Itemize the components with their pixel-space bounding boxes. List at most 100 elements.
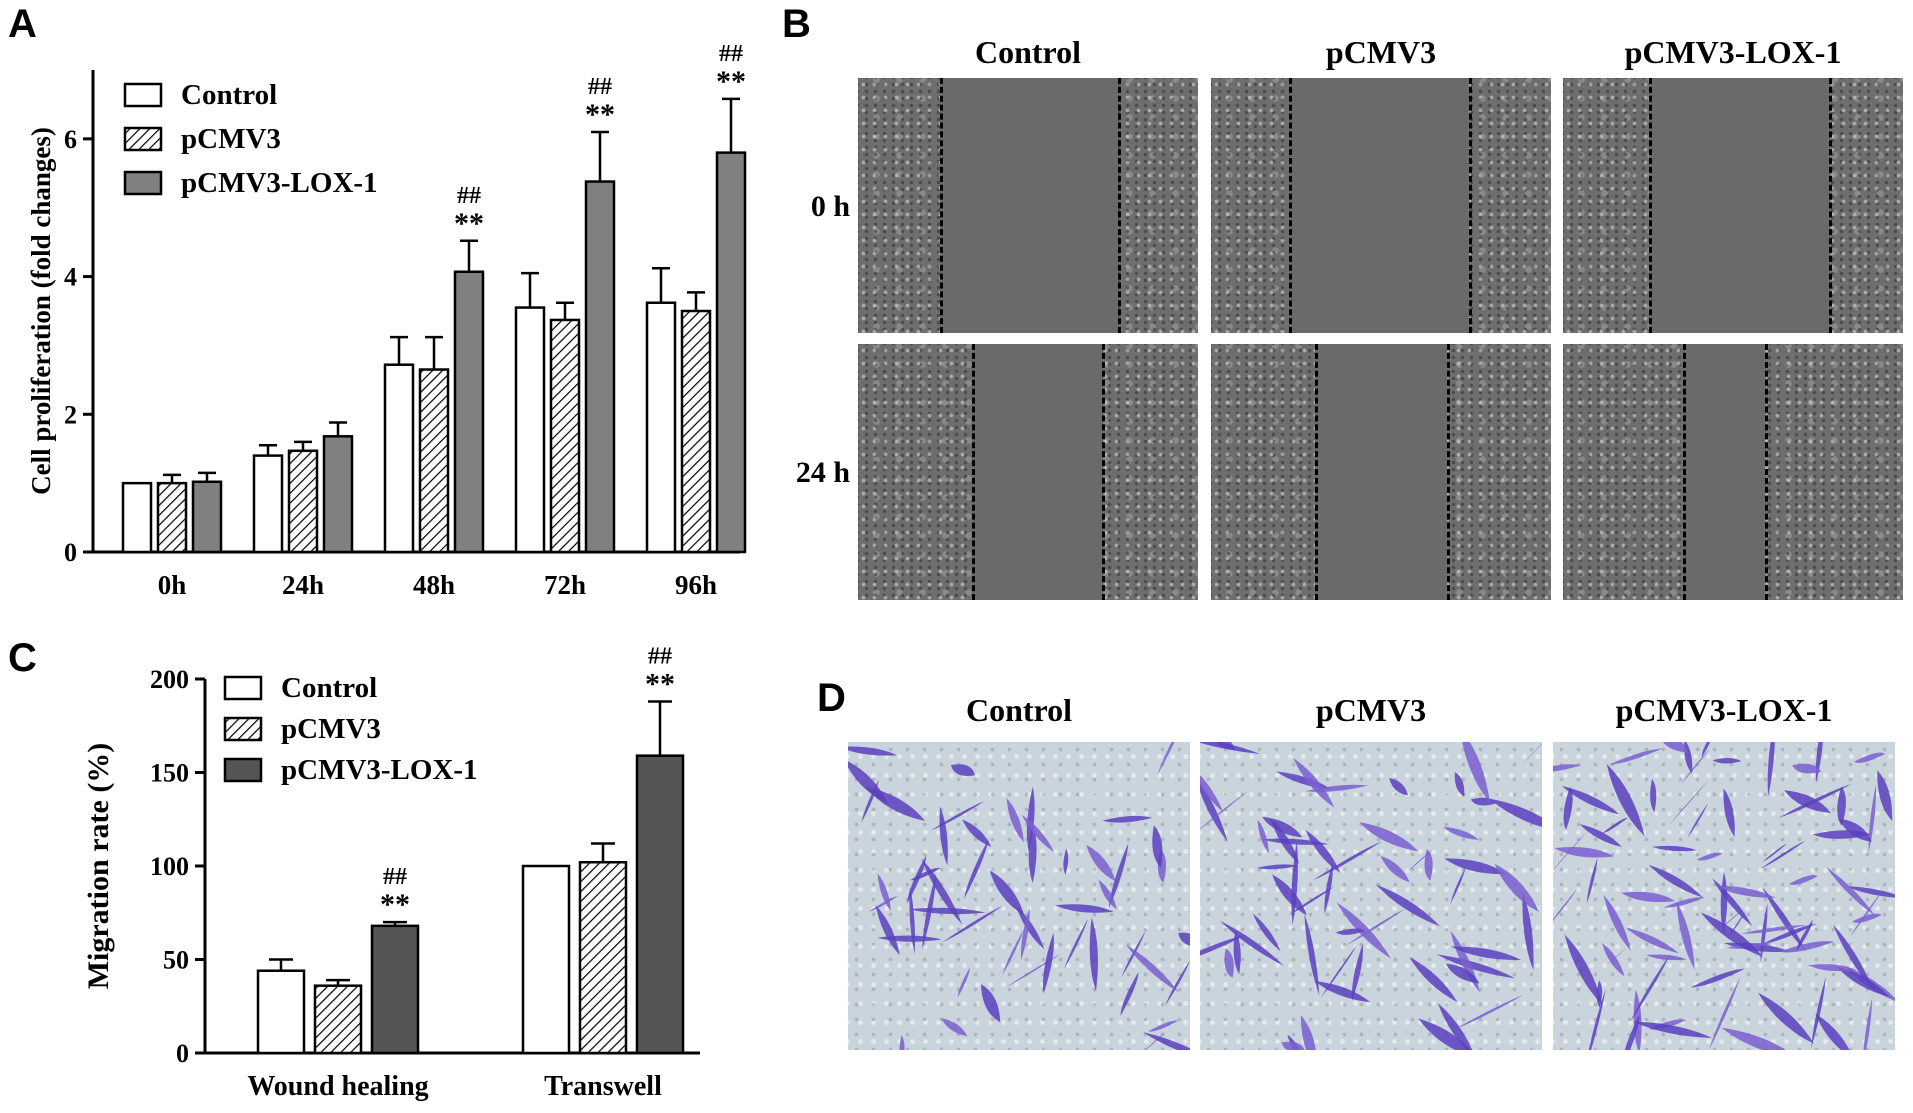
col-label-control: Control: [974, 34, 1082, 70]
stained-cell: [1086, 844, 1116, 882]
stained-cell: [1445, 963, 1480, 984]
x-tick-label: 96h: [675, 570, 717, 600]
row-label-0h: 0 h: [810, 190, 850, 223]
transwell-image-pcmv3: [1200, 742, 1542, 1050]
stained-cell: [1089, 917, 1098, 992]
stained-cell: [900, 1033, 918, 1050]
y-tick-label: 100: [150, 852, 189, 881]
stained-cell: [1055, 904, 1114, 913]
stained-cell: [1723, 788, 1735, 837]
stained-cell: [1108, 843, 1129, 909]
significance-hashes: ##: [648, 643, 672, 669]
x-tick-label: 72h: [544, 570, 586, 600]
stained-cell: [1408, 848, 1434, 871]
stained-cell: [1125, 944, 1179, 993]
stained-cell: [1261, 838, 1329, 845]
y-tick-label: 4: [64, 263, 77, 292]
stained-cell: [1063, 848, 1069, 875]
significance-stars: **: [645, 667, 675, 700]
stained-cell: [1321, 943, 1359, 998]
stained-cell: [1200, 774, 1224, 813]
stained-cell: [1026, 786, 1035, 853]
significance-stars: **: [380, 888, 410, 921]
stained-cell: [1789, 875, 1818, 885]
panel-label-b: B: [782, 2, 811, 46]
y-tick-label: 2: [64, 400, 77, 429]
stained-cell: [1650, 778, 1657, 813]
bar-control-72h: [514, 306, 546, 554]
stained-cell: [962, 819, 992, 847]
stained-cell: [1624, 1014, 1640, 1050]
stained-cell: [1833, 924, 1873, 989]
stained-cell: [1143, 1032, 1190, 1050]
stained-cell: [1351, 943, 1363, 1001]
stained-cell: [1335, 928, 1366, 935]
panel-label-a: A: [8, 2, 37, 46]
stained-cell: [1200, 782, 1228, 842]
stained-cell: [1436, 954, 1516, 979]
stained-cell: [1758, 992, 1815, 1044]
stained-cell: [1220, 920, 1284, 966]
stained-cell: [1712, 878, 1753, 927]
stained-cell: [1852, 913, 1882, 923]
stained-cell: [1839, 818, 1872, 842]
bar-control-wound-healing: [256, 969, 306, 1055]
stained-cell: [1854, 752, 1886, 763]
y-axis-label: Migration rate (%): [82, 743, 115, 990]
legend-swatch-pcmv3-lox-1: [123, 170, 163, 196]
stained-cell: [1444, 858, 1507, 875]
stained-cell: [908, 907, 986, 915]
stained-cell: [989, 870, 1025, 916]
bar-pcmv3-0h: [156, 481, 188, 554]
stained-cell: [1359, 822, 1419, 852]
stained-cell: [1602, 817, 1628, 834]
stained-cell: [1462, 742, 1490, 803]
stained-cell: [1233, 930, 1241, 975]
stained-cell: [1760, 903, 1768, 963]
bar-control-96h: [645, 301, 677, 554]
y-axis-label: Cell proliferation (fold changes): [26, 127, 56, 495]
stained-cell: [910, 867, 941, 881]
y-tick-label: 0: [176, 1039, 189, 1068]
stained-cell: [1016, 906, 1045, 950]
stained-cell: [1792, 763, 1822, 774]
stained-cell: [1553, 764, 1581, 772]
stained-cell: [1293, 758, 1335, 808]
stained-cell: [1304, 913, 1320, 996]
stained-cell: [1002, 929, 1024, 975]
stained-cell: [1845, 886, 1895, 898]
stained-cell: [1696, 852, 1723, 861]
scratch-image-pcmv3-lox-1-24h: [1563, 344, 1903, 600]
stained-cell: [848, 746, 897, 756]
stained-cell: [1681, 748, 1710, 784]
bar-control-0h: [121, 481, 153, 554]
stained-cell: [1652, 845, 1698, 852]
stained-cell: [1586, 857, 1598, 904]
stained-cell: [1740, 925, 1807, 934]
stained-cell: [1522, 743, 1542, 765]
stained-cell: [957, 967, 970, 998]
stained-cell: [1042, 932, 1054, 994]
stained-cell: [1256, 864, 1298, 870]
bar-control-transwell: [521, 864, 571, 1055]
stained-cell: [1454, 772, 1465, 797]
stained-cell: [1300, 1015, 1316, 1050]
scratch-image-control-24h: [858, 344, 1198, 600]
stained-cell: [1178, 932, 1190, 946]
stained-cell: [1564, 934, 1603, 1005]
stained-cell: [1120, 971, 1139, 1016]
scratch-image-pcmv3-24h: [1211, 344, 1551, 600]
x-tick-label: Transwell: [544, 1071, 662, 1102]
stained-cell: [1715, 885, 1776, 898]
stained-cell: [950, 764, 975, 776]
significance-hashes: ##: [719, 41, 743, 67]
bar-pcmv3-24h: [287, 449, 319, 554]
stained-cell: [1700, 912, 1764, 958]
stained-cell: [1375, 884, 1441, 927]
stained-cell: [1648, 864, 1703, 898]
stained-cell: [1763, 844, 1787, 862]
stained-cell: [1690, 968, 1746, 988]
stained-cell: [1450, 867, 1466, 905]
col-label-pcmv3-lox-1: pCMV3-LOX-1: [1624, 34, 1842, 70]
stained-cell: [1389, 778, 1408, 796]
